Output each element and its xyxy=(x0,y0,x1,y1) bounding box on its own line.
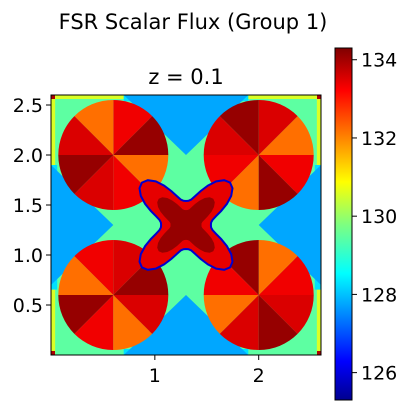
fuel-pin-1-sector-3 xyxy=(74,100,114,155)
fuel-pin-2-sector-2 xyxy=(258,100,298,155)
moderator-wedge-1 xyxy=(123,95,249,155)
fuel-pin-4-sector-2 xyxy=(258,240,298,295)
colorbar: 126 128 130 132 134 xyxy=(334,47,397,401)
colorbar-tick-label: 134 xyxy=(361,50,397,72)
x-tick-label: 2 xyxy=(253,365,265,387)
fuel-pin-2-sector-3 xyxy=(219,100,259,155)
fuel-pin-3-sector-7 xyxy=(113,295,153,350)
moderator-wedge-3 xyxy=(51,165,114,285)
corner-pin-3 xyxy=(51,351,55,355)
plot-frame xyxy=(50,94,322,356)
corner-pin-1 xyxy=(51,95,55,99)
fuel-pin-4-sector-6 xyxy=(219,295,259,351)
colorbar-tick-label: 130 xyxy=(361,206,397,228)
central-region-core xyxy=(157,197,215,253)
x-tick-label: 1 xyxy=(149,365,161,387)
y-axis: 0.5 1.0 1.5 2.0 2.5 xyxy=(13,95,51,317)
fuel-pin-2-sector-1 xyxy=(258,116,314,155)
fuel-pin-3-sector-4 xyxy=(58,256,114,295)
colorbar-tick-label: 128 xyxy=(361,284,397,306)
fuel-pin-4-sector-8 xyxy=(258,295,314,334)
y-tick-label: 2.5 xyxy=(13,95,43,117)
fuel-pin-3-sector-3 xyxy=(74,240,114,295)
figure-suptitle: FSR Scalar Flux (Group 1) xyxy=(59,10,328,34)
axes-title: z = 0.1 xyxy=(148,65,223,89)
fuel-pin-1-sector-2 xyxy=(113,100,153,155)
y-tick-label: 1.5 xyxy=(13,195,43,217)
fuel-pin-2-sector-7 xyxy=(258,155,298,210)
fuel-pin-1-sector-4 xyxy=(58,116,114,155)
corner-pin-2 xyxy=(317,95,321,99)
y-tick-label: 1.0 xyxy=(13,245,43,267)
fuel-pin-3-sector-6 xyxy=(74,295,114,351)
heatmap-plot xyxy=(50,94,322,356)
colorbar-tick-label: 126 xyxy=(361,363,397,385)
moderator-wedge-2 xyxy=(123,295,249,355)
colorbar-gradient xyxy=(334,47,353,401)
fuel-pin-1-sector-6 xyxy=(74,155,114,210)
fuel-pin-4-sector-7 xyxy=(258,295,298,350)
moderator-wedge-4 xyxy=(258,165,321,285)
fuel-pin-3-sector-5 xyxy=(58,295,114,334)
fuel-pin-4-sector-5 xyxy=(203,295,259,334)
fuel-pin-4-sector-1 xyxy=(258,256,314,295)
fuel-pin-1-sector-1 xyxy=(113,116,169,155)
fuel-pin-2-sector-8 xyxy=(258,155,314,194)
fuel-pin-3-sector-8 xyxy=(113,295,169,334)
y-tick-label: 0.5 xyxy=(13,295,43,317)
fuel-pin-2-sector-4 xyxy=(203,116,259,155)
colorbar-tick-label: 132 xyxy=(361,128,397,150)
colorbar-ticks: 126 128 130 132 134 xyxy=(352,50,397,385)
y-tick-label: 2.0 xyxy=(13,145,43,167)
fuel-pin-1-sector-5 xyxy=(58,155,114,194)
corner-pin-4 xyxy=(317,351,321,355)
